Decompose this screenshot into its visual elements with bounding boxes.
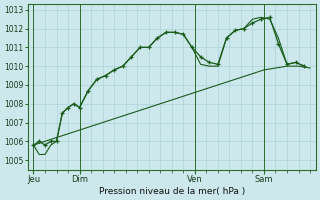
X-axis label: Pression niveau de la mer( hPa ): Pression niveau de la mer( hPa ) bbox=[99, 187, 245, 196]
